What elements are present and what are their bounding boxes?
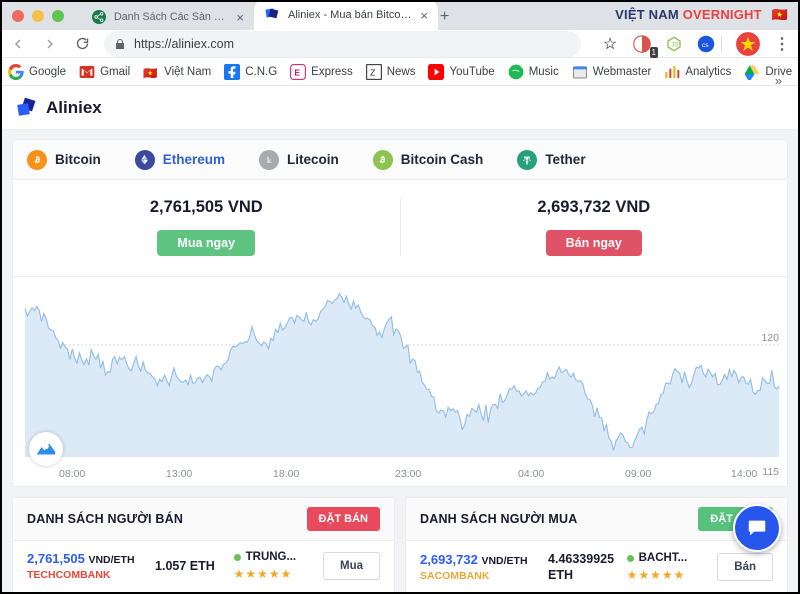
svg-text:JS: JS: [671, 42, 678, 48]
svg-text:cs: cs: [702, 42, 709, 49]
svg-text:E: E: [295, 67, 301, 77]
svg-text:Z: Z: [370, 67, 376, 77]
